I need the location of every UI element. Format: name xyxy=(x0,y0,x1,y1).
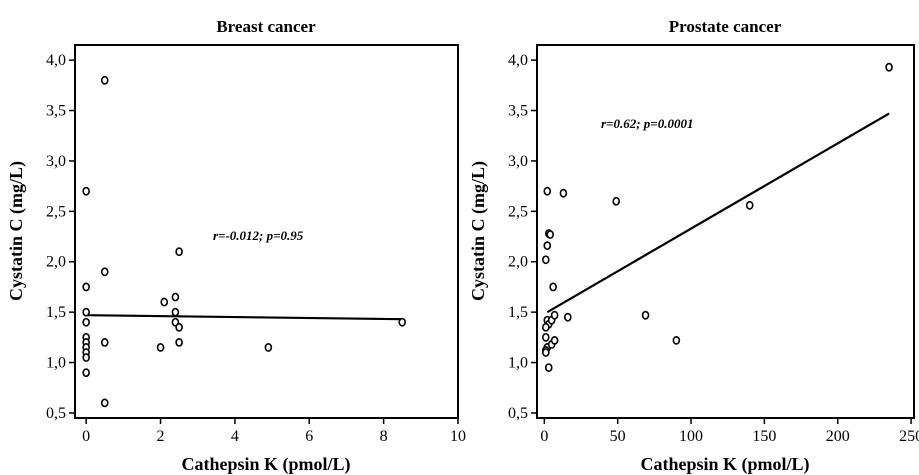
x-axis-label: Cathepsin K (pmol/L) xyxy=(640,454,809,475)
data-point xyxy=(542,255,550,265)
y-axis-label: Cystatin C (mg/L) xyxy=(6,161,27,301)
correlation-annotation: r=-0.012; p=0.95 xyxy=(213,228,304,243)
y-tick-label: 3,5 xyxy=(46,103,66,120)
data-point xyxy=(398,317,407,327)
regression-line xyxy=(86,314,403,321)
data-point xyxy=(160,297,169,307)
data-point xyxy=(82,307,90,317)
y-tick-label: 4,0 xyxy=(46,52,66,69)
x-tick-label: 8 xyxy=(380,428,388,445)
data-point xyxy=(264,343,273,352)
y-tick-label: 1,5 xyxy=(508,304,528,321)
plot-area: 0 50 100 150 200 250 0,5 1,0 1,5 2,0 2,5 3,0 3,5 4,0 xyxy=(508,44,919,445)
data-point xyxy=(82,368,90,378)
data-point xyxy=(543,186,552,196)
data-point xyxy=(542,332,550,342)
y-tick-label: 4,0 xyxy=(508,52,528,69)
data-point xyxy=(641,310,650,320)
data-point xyxy=(156,343,165,352)
data-point xyxy=(100,75,109,85)
y-tick-label: 1,0 xyxy=(508,355,528,372)
y-tick-label: 2,5 xyxy=(508,203,528,220)
x-tick-label: 200 xyxy=(826,428,850,445)
y-tick-label: 0,5 xyxy=(508,405,528,422)
x-tick-label: 2 xyxy=(157,428,165,445)
data-point xyxy=(542,322,550,332)
data-point xyxy=(550,335,559,345)
data-point xyxy=(549,282,557,292)
x-tick-label: 6 xyxy=(305,428,313,445)
correlation-annotation: r=0.62; p=0.0001 xyxy=(601,116,693,131)
x-axis-label: Cathepsin K (pmol/L) xyxy=(181,454,350,475)
chart-title: Breast cancer xyxy=(216,17,316,36)
data-point xyxy=(175,322,183,332)
data-point xyxy=(171,292,180,302)
data-point xyxy=(544,363,553,372)
data-point xyxy=(559,188,568,198)
data-point xyxy=(542,348,550,357)
y-tick-label: 1,5 xyxy=(46,304,66,321)
chart-title: Prostate cancer xyxy=(669,17,782,36)
chart-breast-cancer: Breast cancer Cystatin C (mg/L) Cathepsi… xyxy=(6,17,466,475)
y-tick-label: 2,0 xyxy=(46,254,66,271)
data-point xyxy=(100,267,109,277)
regression-line xyxy=(546,112,890,314)
x-tick-label: 10 xyxy=(450,428,466,445)
data-point xyxy=(745,200,754,210)
y-tick-label: 2,5 xyxy=(46,203,66,220)
x-tick-label: 4 xyxy=(231,428,239,445)
x-tick-label: 150 xyxy=(752,428,776,445)
data-point xyxy=(564,312,572,322)
data-point xyxy=(885,62,893,72)
x-tick-label: 0 xyxy=(82,428,90,445)
plot-frame xyxy=(74,44,459,419)
y-tick-label: 1,0 xyxy=(46,355,66,372)
y-tick-label: 0,5 xyxy=(46,405,66,422)
x-tick-label: 0 xyxy=(540,428,548,445)
data-point xyxy=(672,335,681,345)
y-axis-label: Cystatin C (mg/L) xyxy=(468,161,489,301)
data-point xyxy=(612,196,621,206)
plot-frame xyxy=(536,44,915,419)
y-tick-label: 3,0 xyxy=(46,153,66,170)
y-tick-label: 3,5 xyxy=(508,103,528,120)
data-point xyxy=(171,307,180,317)
y-tick-label: 3,0 xyxy=(508,153,528,170)
data-point xyxy=(82,282,90,292)
data-point xyxy=(550,310,559,320)
data-point xyxy=(100,398,109,408)
data-point xyxy=(175,247,183,257)
data-point xyxy=(82,186,90,196)
x-tick-label: 50 xyxy=(610,428,626,445)
chart-prostate-cancer: Prostate cancer Cystatin C (mg/L) Cathep… xyxy=(468,17,919,475)
x-tick-label: 100 xyxy=(679,428,703,445)
y-tick-label: 2,0 xyxy=(508,254,528,271)
data-point xyxy=(100,337,109,347)
data-point xyxy=(546,230,555,239)
plot-area: 0 2 4 6 8 10 0,5 1,0 1,5 2,0 2,5 3,0 3,5 4,0 xyxy=(46,44,466,445)
data-point xyxy=(543,241,552,251)
x-tick-label: 250 xyxy=(899,428,919,445)
data-point xyxy=(175,337,183,347)
data-point xyxy=(82,353,90,362)
data-point xyxy=(82,317,90,327)
